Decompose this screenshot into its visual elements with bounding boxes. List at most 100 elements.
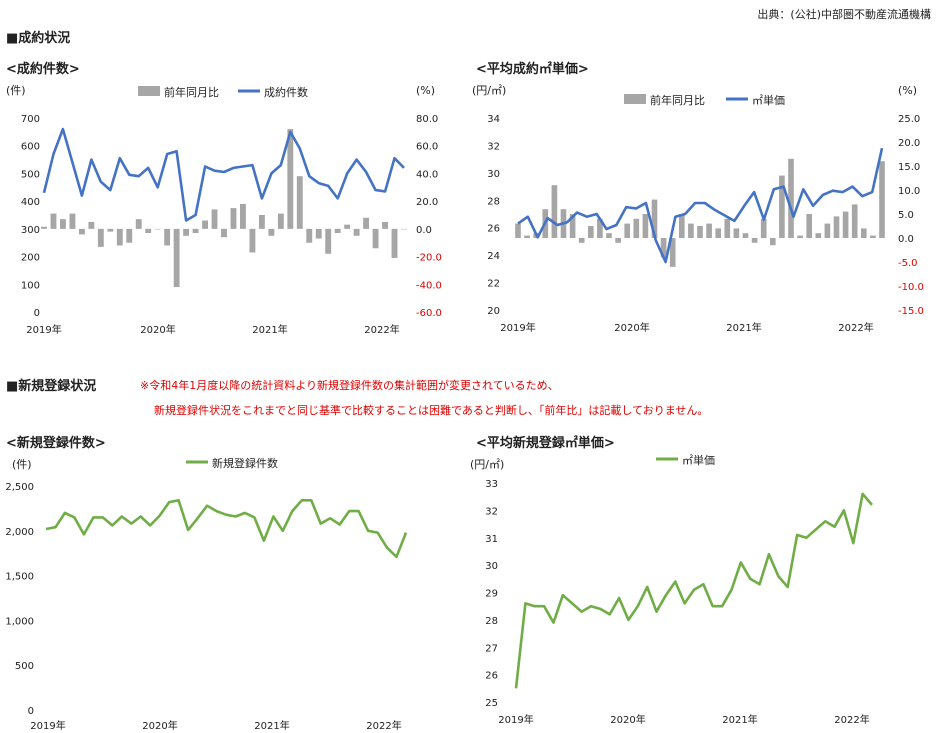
chart-title-registration-unit-price: <平均新規登録㎡単価> [476,436,615,451]
bar-yoy [615,238,621,243]
legend-line-label: ㎡単価 [752,93,785,107]
y-tick-left: 400 [21,197,40,208]
y-tick-right: 10.0 [898,186,920,197]
bar-yoy [325,228,332,254]
bar-yoy [515,223,521,238]
y-tick-left: 34 [487,114,500,125]
bar-yoy [135,219,142,229]
bar-yoy [606,233,612,238]
bar-yoy [769,238,776,246]
bar-yoy [353,228,360,236]
y-axis-label-left: (件) [12,458,32,471]
y-tick-right: 40.0 [416,169,438,180]
bar-yoy [183,228,190,236]
contract-unit-price-chart: (円/㎡) (%) 34 32 30 28 26 24 22 20 25.0 20.0 15.0 10.0… [472,84,924,334]
x-tick: 2021年 [726,321,761,334]
bar-yoy [706,223,712,238]
bar-yoy [751,238,758,243]
bar-yoy [277,213,284,229]
y-axis-label-left: (円/㎡) [472,84,506,97]
bar-yoy [107,228,114,232]
bar-yoy [344,224,351,229]
y-tick-right: -15.0 [898,306,924,317]
bar-yoy [69,213,76,229]
source-credit: 出典：(公社)中部圏不動産流通機構 [757,8,931,21]
bar-yoy [154,228,161,230]
y-tick-right: -40.0 [416,280,442,291]
y-tick-left: 100 [21,280,40,291]
bar-yoy [715,228,722,238]
x-tick: 2020年 [142,719,177,732]
series-line [514,492,873,689]
bar-yoy [60,219,66,229]
y-tick-right: 0.0 [416,225,432,236]
bar-yoy [678,214,685,238]
bar-yoy [372,228,379,249]
legend-bar-label: 前年同月比 [650,93,705,107]
bar-yoy [669,238,676,267]
y-tick-left: 1,500 [5,572,34,583]
bar-yoy [41,226,47,229]
bar-yoy [879,161,885,238]
y-tick-right: 20.0 [416,197,438,208]
bar-yoy [569,214,576,238]
x-tick: 2022年 [834,713,869,726]
legend-line-label: ㎡単価 [682,453,715,467]
bar-yoy [202,220,208,229]
bar-yoy [724,218,731,238]
y-tick-left: 26 [485,671,498,682]
bar-yoy [145,228,152,234]
y-tick-right: 5.0 [898,210,914,221]
bar-yoy [78,228,85,235]
bar-yoy [88,221,95,229]
bar-yoy [287,129,294,229]
x-tick: 2022年 [364,323,399,336]
bar-yoy [688,223,694,238]
legend-bar-label: 前年同月比 [164,85,219,99]
y-axis-label-left: (件) [6,84,26,97]
y-tick-left: 22 [487,279,500,290]
bar-yoy [597,218,603,238]
bar-yoy [833,216,840,238]
series-line [45,498,408,559]
bar-yoy [842,211,849,238]
bar-yoy [633,218,640,238]
y-tick-right: -20.0 [416,253,442,264]
bar-yoy [391,228,398,258]
bar-yoy [249,228,256,253]
bar-yoy [551,185,558,238]
bar-yoy [116,228,123,246]
bar-yoy [788,158,794,238]
y-tick-left: 27 [485,643,498,654]
bar-yoy [815,233,822,238]
bar-yoy [824,223,831,238]
y-tick-left: 31 [485,534,498,545]
y-tick-right: 20.0 [898,138,920,149]
y-tick-left: 26 [487,224,500,235]
y-tick-left: 600 [21,142,40,153]
y-tick-left: 24 [487,251,500,262]
legend-bar-swatch [624,94,646,104]
bar-yoy [258,215,265,229]
bar-yoy [164,228,171,246]
y-axis-label-right: (%) [416,84,435,97]
legend-line-label: 成約件数 [264,85,308,99]
y-tick-right: -5.0 [898,258,918,269]
y-tick-left: 32 [485,506,498,517]
y-axis-label-right: (%) [898,84,917,97]
bar-yoy [870,235,876,238]
bar-yoy [624,223,631,238]
contract-count-chart: (件) (%) 0 100 200 300 400 500 600 700 80.0 60.0 40.0… [6,84,442,336]
x-tick: 2022年 [366,719,401,732]
y-tick-left: 33 [485,479,498,490]
bar-yoy [587,226,594,238]
x-tick: 2020年 [610,713,645,726]
bar-yoy [797,235,803,238]
y-tick-left: 30 [485,561,498,572]
x-tick: 2019年 [30,719,65,732]
series-line [42,127,405,222]
bar-yoy [382,221,388,229]
bar-yoy [742,233,749,238]
bar-yoy [50,213,57,229]
